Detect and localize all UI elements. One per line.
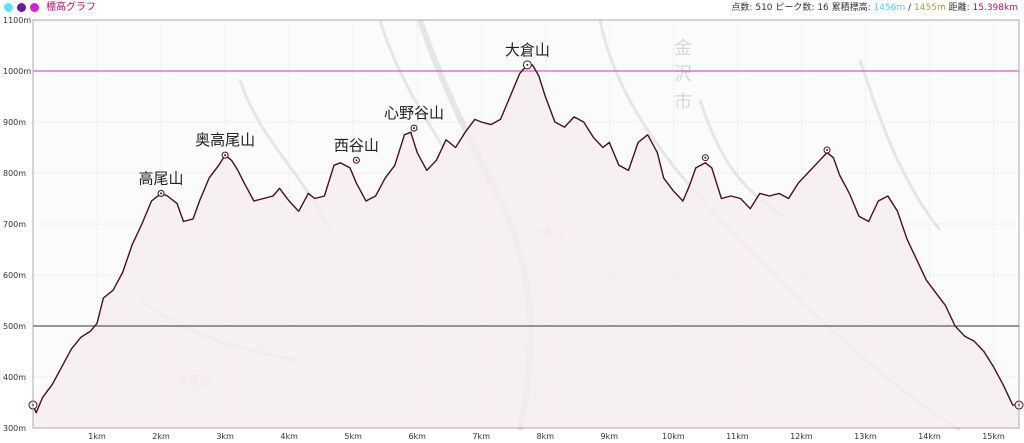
peak-label: 奥高尾山 (195, 131, 255, 149)
map-road (858, 59, 942, 231)
peaks-label: ピーク数: (775, 3, 815, 13)
y-tick-label: 500m (3, 322, 26, 331)
ascent-label: 累積標高: (831, 3, 871, 13)
map-label: 沢 (674, 64, 692, 85)
x-tick-label: 7km (472, 432, 490, 441)
elevation-fill (33, 64, 1019, 429)
map-label: 市 (674, 92, 692, 113)
magenta-dot-icon[interactable] (30, 3, 39, 12)
x-tick-label: 15km (982, 432, 1005, 441)
points-value: 510 (755, 3, 773, 13)
peak-marker-dot (160, 192, 163, 195)
peaks-value: 16 (817, 3, 829, 13)
map-road (378, 19, 447, 151)
map-label: 金 (674, 38, 692, 59)
y-tick-label: 600m (3, 271, 26, 280)
cyan-dot-icon[interactable] (4, 3, 13, 12)
x-tick-label: 11km (726, 432, 749, 441)
ascent-descent-sep: / (908, 3, 912, 13)
x-tick-label: 9km (601, 432, 619, 441)
peak-marker-dot (704, 156, 707, 159)
color-dots (4, 3, 39, 12)
stats-line: 点数: 510 ピーク数: 16 累積標高: 1456m / 1455m 距離:… (731, 0, 1018, 16)
y-tick-label: 900m (3, 118, 26, 127)
points-label: 点数: (731, 3, 753, 13)
x-tick-label: 12km (790, 432, 813, 441)
peak-label: 西谷山 (334, 136, 379, 154)
y-tick-label: 800m (3, 169, 26, 178)
peak-marker-dot (413, 127, 416, 130)
x-tick-label: 14km (918, 432, 941, 441)
x-tick-label: 6km (408, 432, 426, 441)
plot-frame (32, 19, 1020, 429)
x-tick-label: 8km (537, 432, 555, 441)
peak-label: 大倉山 (505, 41, 550, 59)
axes: 300m 400m 500m 600m 700m 800m 900m 1000m 1100m 1k… (3, 16, 1020, 441)
title-bar: 標高グラフ 点数: 510 ピーク数: 16 累積標高: 1456m / 145… (0, 0, 1024, 16)
ascent-value: 1456m (873, 3, 906, 13)
y-tick-label: 300m (3, 424, 26, 433)
distance-label: 距離: (948, 3, 970, 13)
profile-area (32, 64, 1019, 429)
peak-label: 心野谷山 (384, 104, 444, 122)
x-tick-label: 2km (152, 432, 170, 441)
x-tick-label: 5km (344, 432, 362, 441)
purple-dot-icon[interactable] (17, 3, 26, 12)
y-tick-label: 1100m (3, 16, 31, 25)
y-tick-label: 400m (3, 373, 26, 382)
x-tick-label: 13km (854, 432, 877, 441)
x-tick-label: 1km (88, 432, 106, 441)
peak-label: 高尾山 (139, 169, 184, 187)
descent-value: 1455m (914, 3, 946, 13)
peak-marker-dot (224, 154, 227, 157)
chart-title: 標高グラフ (46, 2, 96, 13)
distance-value: 15.398km (972, 3, 1018, 13)
peak-marker-dot (526, 63, 529, 66)
x-tick-label: 10km (662, 432, 685, 441)
x-tick-label: 4km (280, 432, 298, 441)
y-tick-label: 1000m (3, 67, 31, 76)
x-tick-label: 3km (216, 432, 234, 441)
y-tick-label: 700m (3, 220, 26, 229)
peak-marker-dot (355, 159, 358, 162)
elevation-line (32, 64, 1019, 414)
peak-marker-dot (826, 149, 829, 152)
